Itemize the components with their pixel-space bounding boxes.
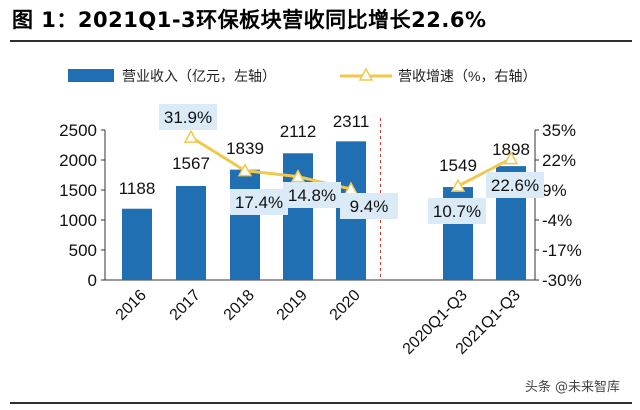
- bar-2016: [122, 208, 152, 280]
- growth-label: 17.4%: [235, 193, 283, 212]
- growth-line-segment: [457, 157, 512, 188]
- growth-label-box: [428, 198, 486, 224]
- bar-2018: [230, 169, 260, 280]
- growth-marker-2020Q1-Q3: [450, 178, 466, 192]
- left-tick-label: 0: [88, 271, 97, 290]
- title-divider: [10, 40, 632, 42]
- growth-label-box: [340, 193, 398, 219]
- legend-line-marker: [358, 67, 374, 81]
- x-tick-label: 2019: [274, 287, 311, 324]
- bar-2017: [176, 185, 206, 280]
- left-tick-label: 2500: [59, 121, 97, 140]
- legend-line-label: 营收增速（%，右轴）: [398, 68, 536, 84]
- growth-marker-2021Q1-Q3: [503, 151, 519, 165]
- growth-label-box: [230, 189, 288, 215]
- growth-label-box: [283, 182, 341, 208]
- growth-label-box: [159, 104, 217, 130]
- x-tick-label: 2020: [327, 287, 364, 324]
- legend-bar-swatch: [68, 69, 114, 82]
- left-tick-label: 1000: [59, 211, 97, 230]
- growth-label: 10.7%: [433, 202, 481, 221]
- growth-label: 31.9%: [164, 108, 212, 127]
- right-tick-label: 22%: [542, 151, 576, 170]
- left-tick-label: 1500: [59, 181, 97, 200]
- bar-value-label: 1898: [492, 140, 530, 159]
- bottom-divider: [10, 402, 632, 404]
- growth-label-box: [486, 172, 544, 198]
- growth-line-segment: [190, 135, 352, 191]
- growth-label: 14.8%: [288, 186, 336, 205]
- x-tick-label: 2018: [221, 287, 258, 324]
- growth-label: 9.4%: [350, 197, 389, 216]
- bar-value-label: 2311: [333, 112, 370, 131]
- watermark: 头条 @未来智库: [524, 380, 620, 395]
- right-tick-label: -30%: [542, 271, 582, 290]
- right-tick-label: -4%: [542, 211, 572, 230]
- growth-marker-2017: [183, 129, 199, 143]
- bar-value-label: 1567: [172, 154, 210, 173]
- growth-marker-2019: [290, 169, 306, 183]
- right-tick-label: -17%: [542, 241, 582, 260]
- right-tick-label: 9%: [542, 181, 567, 200]
- bar-value-label: 1549: [439, 156, 477, 175]
- bar-value-label: 1188: [119, 179, 156, 198]
- x-tick-label: 2016: [113, 287, 150, 324]
- bar-value-label: 2112: [280, 122, 317, 141]
- bar-value-label: 1839: [226, 139, 264, 158]
- legend-bar-label: 营业收入（亿元，左轴）: [122, 68, 276, 84]
- left-tick-label: 500: [69, 241, 97, 260]
- growth-marker-2018: [237, 163, 253, 177]
- right-tick-label: 35%: [542, 121, 576, 140]
- x-tick-label: 2017: [167, 287, 204, 324]
- chart-title: 图 1：2021Q1-3环保板块营收同比增长22.6%: [12, 8, 487, 32]
- growth-label: 22.6%: [491, 176, 539, 195]
- left-tick-label: 2000: [59, 151, 97, 170]
